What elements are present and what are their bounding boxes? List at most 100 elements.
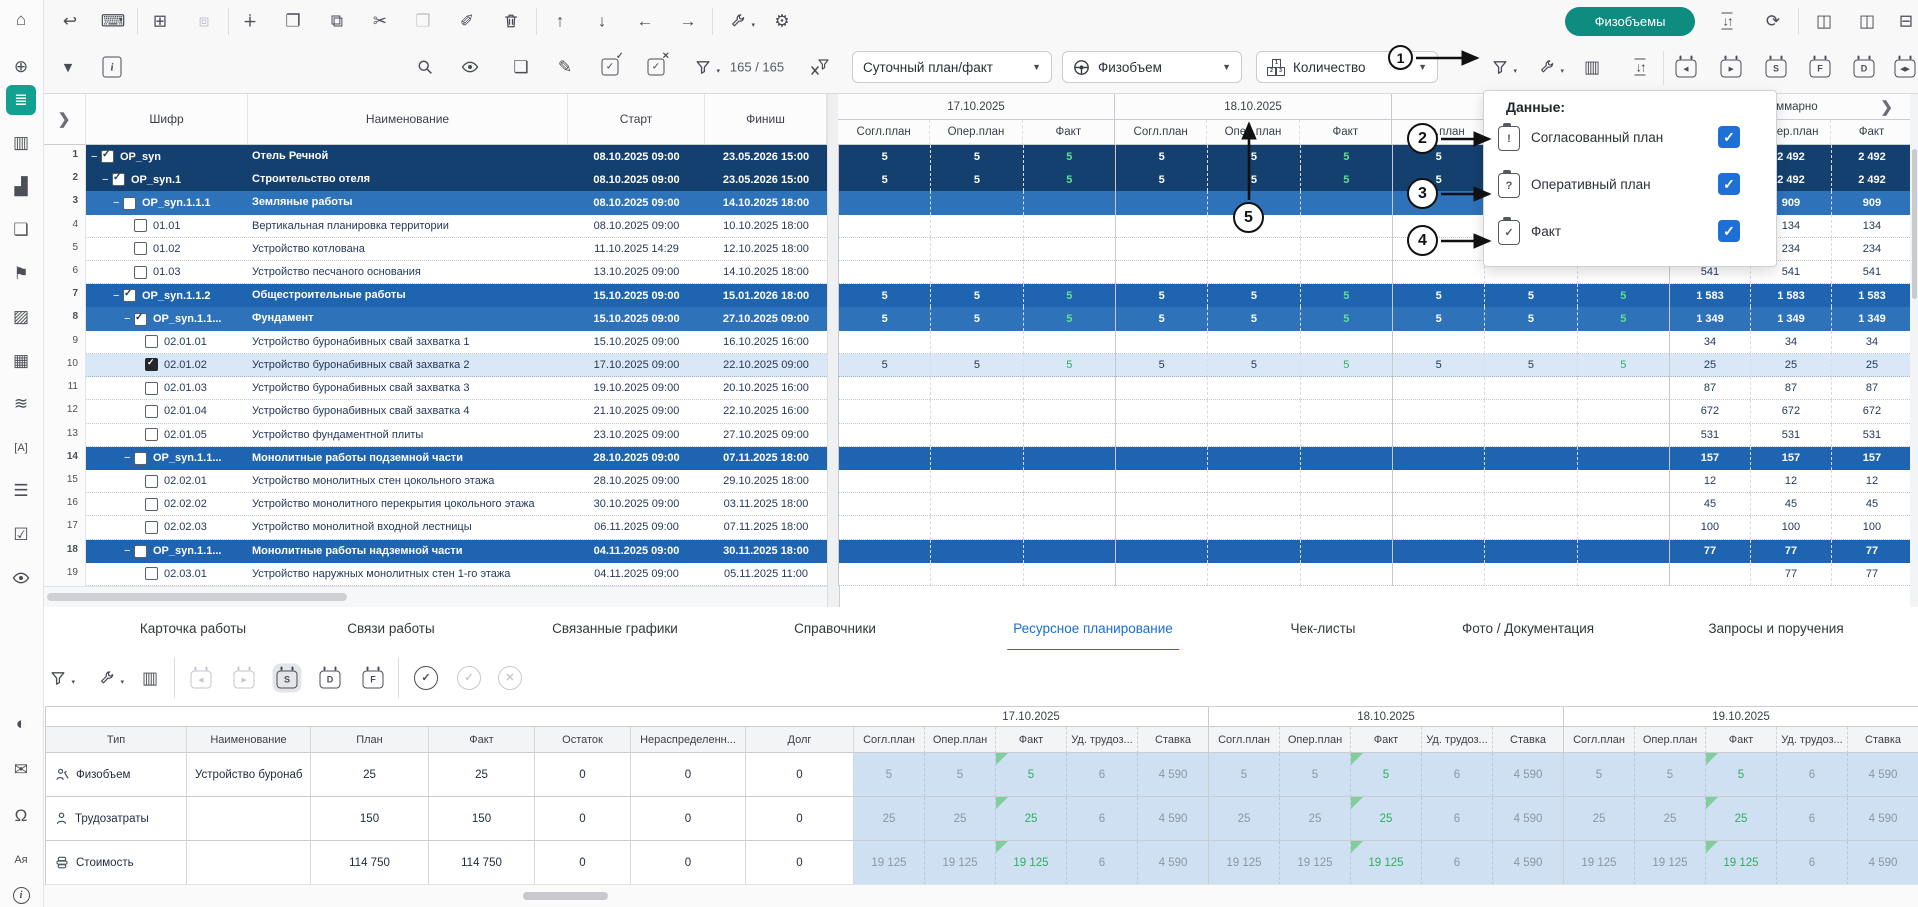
task-row[interactable]: 11 02.01.03 Устройство буронабивных свай з… [43,377,827,401]
task-checkbox[interactable] [145,335,158,349]
translate-icon[interactable]: Ая [14,854,28,866]
task-checkbox[interactable] [134,219,147,233]
tree-collapse-icon[interactable]: − [113,289,120,302]
task-checkbox[interactable] [134,544,147,558]
tree-collapse-icon[interactable]: − [124,452,131,465]
home-icon[interactable]: ⌂ [15,10,27,29]
clear-filter-icon[interactable] [810,58,830,76]
calendar-day-icon[interactable]: D [319,666,341,689]
undo-icon[interactable]: ↩ [62,11,78,31]
grid-vertical-scrollbar[interactable] [1910,94,1918,607]
grid-sub-header[interactable]: Факт [1831,120,1912,145]
indicator-select-dropdown[interactable]: Физобъем ▼ [1062,51,1242,83]
resource-calendar-icon[interactable]: ▥ [141,668,159,688]
task-row[interactable]: 2 − OP_syn.1 Строительство отеля 08.10.2025 … [43,168,827,192]
resource-tools-icon[interactable] [99,670,124,686]
gantt-icon[interactable]: ≣ [6,85,36,115]
grid-tools-icon[interactable] [1539,59,1564,75]
layout-split-horizontal-icon[interactable]: ⊟ [1898,11,1914,31]
settings-gear-icon[interactable]: ⚙ [774,11,790,31]
resource-column-header[interactable]: План [311,727,429,753]
move-up-icon[interactable]: ↑ [555,11,565,31]
collapse-panel-icon[interactable]: ❯ [57,111,71,128]
task-row[interactable]: 6 01.03 Устройство песчаного основания 13.1… [43,261,827,285]
data-panel-checkbox[interactable]: ✓ [1718,173,1740,195]
layers-icon[interactable]: ❏ [13,220,29,239]
task-checkbox[interactable] [145,497,158,511]
task-table-scrollbar[interactable] [43,586,827,608]
tab-item[interactable]: Справочники [794,620,876,636]
tab-item[interactable]: Чек-листы [1290,620,1356,636]
calendar-next-icon[interactable]: ▸ [1720,55,1742,78]
expand-caret-icon[interactable]: ▾ [63,57,73,77]
task-checkbox[interactable] [112,172,125,187]
data-panel-checkbox[interactable]: ✓ [1718,126,1740,148]
resource-sub-header[interactable]: Уд. трудоз... [1777,727,1848,753]
list-icon[interactable]: ☰ [13,481,29,500]
resource-sub-header[interactable]: Уд. трудоз... [1422,727,1493,753]
task-checkbox[interactable] [145,428,158,442]
resource-sub-header[interactable]: Уд. трудоз... [1067,727,1138,753]
tab-item[interactable]: Фото / Документация [1461,620,1595,636]
task-column-header-2[interactable]: Наименование [248,94,568,145]
scroll-right-icon[interactable]: ❯ [1880,98,1893,116]
task-row[interactable]: 15 02.02.01 Устройство монолитных стен цок… [43,469,827,494]
tree-collapse-icon[interactable]: − [113,197,120,209]
calendar-day-icon[interactable]: D [1853,55,1875,78]
task-row[interactable]: 5 01.02 Устройство котлована 11.10.2025 14:… [43,237,827,262]
tree-collapse-icon[interactable]: − [124,545,131,558]
task-row[interactable]: 4 01.01 Вертикальная планировка территории… [43,214,827,238]
tools-wrench-icon[interactable] [730,13,755,29]
grid-filter-icon[interactable] [1492,59,1517,75]
cut-icon[interactable]: ✂ [372,11,388,31]
resource-sub-header[interactable]: Факт [1351,727,1422,753]
task-checkbox[interactable] [145,474,158,488]
grid-row[interactable]: 34 34 34 [838,330,1918,354]
calendar-finish-icon[interactable]: F [1809,55,1831,78]
task-row[interactable]: 3 − OP_syn.1.1.1 Земляные работы 08.10.2025 … [43,191,827,215]
task-checkbox[interactable] [134,265,147,279]
filter-icon[interactable] [695,59,720,75]
grid-row[interactable]: 77 77 [838,562,1918,586]
grid-row[interactable]: 157 157 157 [838,446,1918,470]
data-panel-checkbox[interactable]: ✓ [1718,220,1740,242]
calendar-start-icon[interactable]: S [276,666,298,689]
copy-icon[interactable]: ⧉ [330,11,344,31]
grid-sub-header[interactable]: Опер.план [1207,120,1300,145]
resource-column-header[interactable]: Наименование [187,727,311,753]
task-row[interactable]: 9 02.01.01 Устройство буронабивных свай за… [43,330,827,354]
brigade-grid-icon[interactable]: ▥ [1583,57,1601,77]
physical-volumes-button[interactable]: Физобъемы [1565,7,1695,36]
uncheck-all-icon[interactable]: ✓ ✕ [647,51,670,76]
task-checkbox[interactable] [134,451,147,465]
info-circle-icon[interactable]: i [6,880,36,907]
tree-collapse-icon[interactable]: − [124,313,131,326]
resource-column-header[interactable]: Факт [429,727,535,753]
resource-filter-icon[interactable] [50,670,75,686]
resource-column-header[interactable]: Нераспределенн... [631,727,746,753]
tab-item[interactable]: Связанные графики [552,620,678,636]
format-brush-icon[interactable]: ✐ [459,11,475,31]
brightness-icon[interactable]: ◐ [15,714,27,733]
flag-icon[interactable]: ⚑ [13,264,29,283]
info-icon[interactable]: i [102,56,122,78]
grid-sub-header[interactable]: Факт [1022,120,1115,145]
tree-collapse-icon[interactable]: − [102,173,109,186]
grid-sub-header[interactable]: Согл.план [1115,120,1208,145]
task-column-header-1[interactable]: Шифр [86,94,248,145]
calendar-start-icon[interactable]: S [1765,55,1787,78]
approve-icon[interactable]: ✓ [414,666,438,690]
add-node-icon[interactable]: ⊞ [152,11,168,31]
task-checkbox[interactable] [145,520,158,534]
tab-active[interactable]: Ресурсное планирование [1007,607,1179,652]
calendar-prev-icon[interactable]: ◂ [1675,55,1697,78]
delete-icon[interactable] [503,13,520,30]
move-right-icon[interactable]: → [679,11,697,31]
grid-row[interactable]: 77 77 77 [838,539,1918,563]
task-row[interactable]: 8 − OP_syn.1.1... Фундамент 15.10.2025 09:00… [43,307,827,331]
calendar-check-icon[interactable]: ☑ [13,525,29,544]
eye-icon[interactable] [6,563,36,593]
task-checkbox[interactable] [145,567,158,581]
modules-icon[interactable]: ▦ [12,351,30,370]
grid-row[interactable]: 531 531 531 [838,423,1918,447]
